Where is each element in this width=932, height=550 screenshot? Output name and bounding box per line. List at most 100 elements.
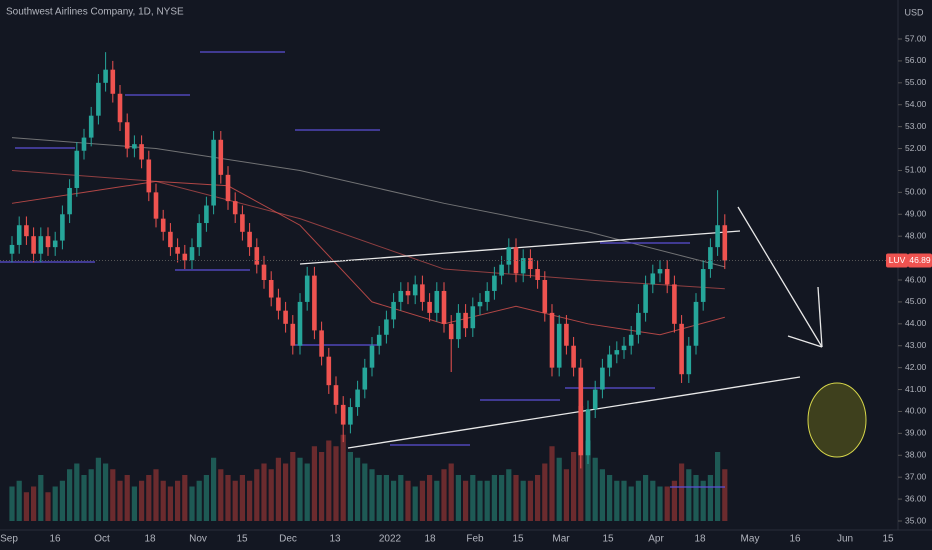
candle-body [600,367,605,390]
moving-average [11,137,725,268]
volume-bar [290,452,296,521]
candle-body [276,297,281,311]
volume-bar [391,480,397,521]
candle-body [24,225,29,237]
candle-body [283,310,288,324]
volume-bar [59,480,65,521]
y-tick-label: 43.00 [905,340,927,350]
volume-bar [455,475,461,521]
candle-body [168,231,173,248]
candle-body [693,301,699,346]
candle-body [160,218,166,232]
volume-layer [9,406,728,521]
volume-bar [470,475,476,521]
volume-bar [88,469,94,521]
candle-body [290,323,296,346]
volume-bar [211,457,217,521]
volume-bar [297,457,303,521]
volume-bar [549,446,555,521]
y-tick-label: 52.00 [905,143,927,153]
volume-bar [110,469,116,521]
trendline [299,230,741,265]
volume-bar [52,486,58,521]
x-tick-label: Oct [94,534,110,545]
volume-bar [153,469,159,521]
volume-bar [268,469,274,521]
volume-bar [513,475,519,521]
volume-bar [607,475,613,521]
candle-body [376,334,382,346]
candle-body [297,301,303,346]
volume-bar [484,480,490,521]
volume-bar [412,486,418,521]
candle-body [340,404,346,425]
symbol-label: LUV [889,255,906,265]
candle-body [636,312,641,335]
arrow [737,206,823,348]
y-tick-label: 57.00 [905,33,927,43]
volume-bar [283,463,289,521]
candle-body [153,192,159,219]
candle-body [556,323,562,368]
volume-bar [38,475,44,521]
volume-bar [635,480,641,521]
volume-bar [95,457,101,521]
volume-bar [621,480,627,521]
volume-bar [671,480,677,521]
volume-bar [434,480,440,521]
volume-bar [225,475,231,521]
y-tick-label: 54.00 [905,99,927,109]
volume-bar [31,486,37,521]
volume-bar [304,463,310,521]
candle-body [52,240,58,248]
volume-bar [45,492,51,521]
candle-body [261,264,267,280]
candle-body [564,323,569,346]
candle-body [672,284,677,324]
volume-bar [506,469,512,521]
candle-body [542,280,548,313]
x-tick-label: 16 [49,534,61,545]
y-tick-label: 42.00 [905,362,927,372]
candle-body [132,144,137,149]
volume-bar [103,463,109,521]
x-tick-label: 2022 [379,534,402,545]
candle-body [31,236,36,254]
x-tick-label: Jun [837,534,853,545]
volume-bar [340,434,346,521]
volume-bar [592,457,598,521]
candle-body [60,214,65,241]
x-tick-label: Apr [648,534,664,545]
candle-body [405,290,411,296]
volume-bar [326,440,332,521]
volume-bar [405,480,411,521]
candle-body [470,306,476,329]
volume-bar [355,457,361,521]
y-tick-label: 51.00 [905,165,927,175]
candle-body [549,312,555,368]
volume-bar [448,463,454,521]
volume-bar [614,480,620,521]
candle-body [45,236,51,248]
candle-body [117,93,123,123]
candle-body [484,290,490,302]
candle-body [319,330,324,357]
candle-body [312,275,317,331]
volume-bar [686,469,692,521]
candle-body [384,319,389,335]
x-tick-label: Sep [0,534,18,545]
y-tick-label: 48.00 [905,230,927,240]
volume-bar [182,475,188,521]
currency: USD [904,7,924,17]
moving-average [11,169,725,290]
candle-body [571,345,576,368]
volume-bar [657,486,663,521]
volume-bar [722,469,728,521]
candle-body [139,144,144,160]
y-tick-label: 37.00 [905,471,927,481]
y-tick-label: 38.00 [905,450,927,460]
volume-bar [218,469,224,521]
candle-body [254,247,260,265]
candle-body [592,389,598,410]
volume-bar [9,486,15,521]
